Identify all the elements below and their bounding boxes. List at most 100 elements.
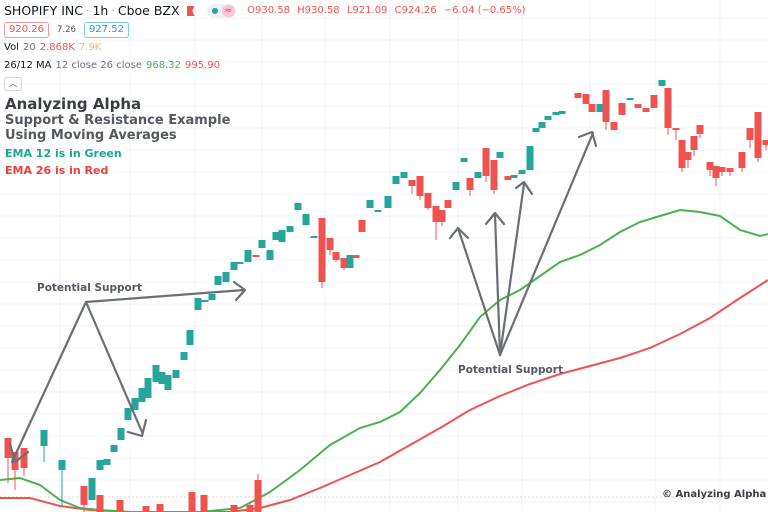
arrow-head-right-4	[577, 130, 598, 148]
approx-icon: ≈	[221, 5, 236, 17]
candle	[444, 200, 452, 208]
sell-price-button[interactable]: 920.26	[4, 22, 49, 38]
candle	[110, 445, 118, 452]
candle	[117, 428, 125, 440]
candle	[258, 240, 266, 248]
candle	[40, 430, 48, 462]
candle	[200, 495, 208, 512]
candle	[762, 140, 768, 150]
candles	[4, 80, 768, 512]
candle	[144, 378, 152, 398]
candle	[4, 438, 12, 483]
ema12-line	[0, 208, 768, 512]
ma-indicator[interactable]: 26/12 MA 12 close 26 close 968.32 995.90	[4, 58, 530, 74]
market-status-pill[interactable]: ≈	[206, 4, 237, 18]
candle	[642, 108, 650, 112]
candle	[438, 210, 446, 226]
symbol-name[interactable]: SHOPIFY INC	[4, 3, 83, 18]
candle	[684, 152, 692, 168]
volume-indicator[interactable]: Vol 20 2.868K 7.9K	[4, 40, 530, 56]
candle	[706, 162, 714, 176]
candle	[538, 122, 546, 128]
candle	[510, 175, 518, 178]
candle	[332, 252, 340, 262]
ema26-note: EMA 26 is in Red	[5, 164, 109, 177]
candle	[690, 136, 698, 156]
arrow-right-2	[493, 212, 502, 357]
volume-length: 20	[22, 42, 36, 53]
candle	[738, 152, 746, 172]
candle	[254, 474, 262, 512]
candle	[252, 255, 260, 257]
candle	[208, 294, 216, 300]
candle	[180, 352, 188, 360]
arrow-left-1	[10, 300, 88, 464]
candle	[558, 111, 566, 114]
candle	[246, 502, 254, 512]
candle	[618, 103, 626, 115]
candle	[156, 504, 164, 512]
candle	[278, 230, 286, 242]
market-open-dot-icon	[211, 8, 218, 14]
candle	[164, 375, 172, 390]
candle	[552, 112, 560, 115]
annotation-arrows	[8, 130, 598, 464]
low-value: L921.09	[346, 5, 388, 16]
candle	[496, 152, 504, 158]
candle	[103, 459, 111, 465]
arrow-right-1	[456, 226, 502, 357]
ema26-value: 995.90	[184, 60, 220, 71]
buy-price-button[interactable]: 927.52	[83, 22, 129, 38]
candle	[20, 448, 28, 476]
flag-icon[interactable]	[186, 6, 195, 16]
candle	[138, 388, 146, 402]
annotation-potential-support-left: Potential Support	[37, 282, 142, 294]
symbol-row: SHOPIFY INC · 1h · Cboe BZX ≈ O930.58 H9…	[4, 3, 530, 19]
candle	[532, 128, 540, 132]
arrow-head-right-1	[448, 226, 470, 240]
candle	[712, 166, 720, 186]
candle	[526, 146, 534, 170]
candle	[416, 176, 424, 200]
candle	[346, 255, 354, 268]
candle	[152, 365, 160, 382]
interval[interactable]: 1h	[92, 3, 109, 18]
overlay-title-block: Analyzing Alpha Support & Resistance Exa…	[5, 96, 230, 179]
volume-label: Vol	[4, 42, 19, 53]
candle	[88, 478, 96, 500]
candle	[214, 276, 222, 285]
overlay-subtitle-2: Using Moving Averages	[5, 128, 177, 143]
candle	[96, 460, 104, 470]
overlay-title: Analyzing Alpha	[5, 95, 142, 113]
candle	[452, 182, 460, 190]
candle	[400, 172, 408, 178]
candle	[650, 95, 658, 108]
candle	[408, 180, 416, 194]
arrow-left-2	[84, 300, 144, 434]
candle	[574, 93, 582, 98]
bid-ask-row: 920.26 7.26 927.52	[4, 22, 530, 38]
candle	[158, 372, 166, 384]
chevron-up-icon[interactable]: ︿	[4, 77, 22, 91]
candle	[124, 408, 132, 420]
candle	[474, 172, 482, 178]
overlay-subtitle-1: Support & Resistance Example	[5, 113, 231, 128]
arrow-head-right-2	[484, 211, 506, 226]
candle	[236, 262, 244, 264]
candle	[482, 148, 490, 182]
candle	[80, 486, 88, 512]
open-value: O930.58	[247, 5, 290, 16]
arrow-left-3	[84, 288, 246, 304]
chart-legend: SHOPIFY INC · 1h · Cboe BZX ≈ O930.58 H9…	[4, 3, 530, 91]
candle	[188, 492, 196, 512]
candle	[194, 298, 202, 310]
candle	[610, 122, 618, 130]
candle	[634, 104, 642, 108]
candle	[596, 104, 604, 112]
candle	[222, 272, 230, 282]
candle	[664, 88, 672, 135]
volume-ma-value: 7.9K	[78, 42, 102, 53]
candle	[392, 176, 400, 184]
